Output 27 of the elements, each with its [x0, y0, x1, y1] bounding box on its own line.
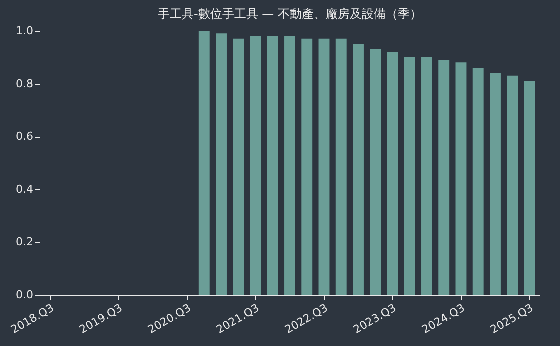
y-tick-label: 0.4: [16, 182, 34, 196]
bar: [353, 44, 364, 295]
bar: [438, 60, 450, 295]
bar: [472, 68, 484, 295]
y-tick-label: 0.2: [16, 236, 34, 249]
bar: [336, 38, 347, 295]
bar: [507, 76, 518, 295]
chart-title: 手工具-數位手工具 — 不動產、廠房及設備（季）: [158, 7, 422, 21]
y-tick-label: 0.0: [16, 288, 34, 302]
bar: [456, 62, 467, 295]
y-tick-label: 0.6: [16, 130, 34, 144]
y-tick-label: 0.8: [16, 77, 34, 90]
y-tick-label: 1.0: [16, 24, 34, 38]
bar: [318, 38, 330, 295]
bar: [216, 34, 227, 295]
bar: [422, 57, 432, 295]
bar: [490, 73, 501, 295]
bar: [302, 38, 313, 295]
bar: [387, 52, 398, 295]
bar: [250, 36, 262, 295]
bar: [370, 49, 382, 295]
bar: [267, 36, 278, 295]
bar: [524, 81, 536, 295]
bar: [198, 31, 210, 295]
bar: [284, 36, 296, 295]
bar: [404, 57, 416, 295]
bar: [233, 38, 244, 295]
